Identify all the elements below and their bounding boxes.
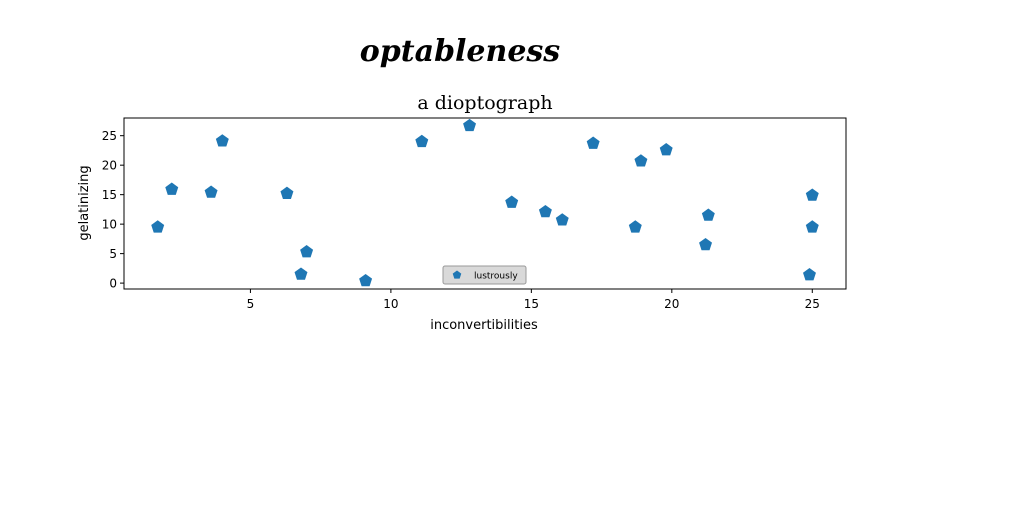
data-point <box>280 186 294 199</box>
data-point <box>359 273 373 287</box>
data-points <box>151 118 819 287</box>
y-axis: 0 5 10 15 20 25 <box>102 129 124 291</box>
data-point <box>803 268 816 281</box>
data-point <box>538 204 552 218</box>
data-point <box>555 213 569 226</box>
data-point <box>294 267 308 280</box>
y-tick-label: 10 <box>102 218 117 232</box>
chart-suptitle: optableness <box>360 34 561 69</box>
legend-marker-icon <box>452 270 462 279</box>
data-point <box>701 208 715 221</box>
data-point <box>805 220 819 233</box>
data-point <box>165 182 179 195</box>
data-point <box>300 245 314 258</box>
data-point <box>659 143 673 156</box>
x-tick-label: 20 <box>664 297 679 311</box>
y-tick-label: 25 <box>102 129 117 143</box>
data-point <box>505 195 519 208</box>
y-tick-label: 5 <box>109 247 117 261</box>
y-tick-label: 0 <box>109 277 117 291</box>
x-axis-label: inconvertibilities <box>430 318 538 333</box>
data-point <box>151 220 165 233</box>
legend-label: lustrously <box>474 272 518 282</box>
data-point <box>805 188 819 201</box>
y-tick-label: 15 <box>102 188 117 202</box>
plot-area-frame <box>123 117 847 290</box>
x-tick-label: 25 <box>805 297 820 311</box>
x-axis: 5 10 15 20 25 <box>247 289 820 311</box>
data-point <box>415 134 429 148</box>
x-tick-label: 15 <box>524 297 539 311</box>
data-point <box>634 154 648 167</box>
y-tick-label: 20 <box>102 159 117 173</box>
data-point <box>215 134 229 147</box>
data-point <box>204 185 218 198</box>
data-point <box>628 220 642 233</box>
legend: lustrously <box>442 265 527 285</box>
data-point <box>699 237 712 251</box>
legend-box <box>442 265 527 285</box>
chart-title: a dioptograph <box>417 92 552 114</box>
data-point <box>463 118 477 132</box>
data-point <box>586 136 600 149</box>
y-axis-label: gelatinizing <box>77 165 92 240</box>
x-tick-label: 5 <box>247 297 255 311</box>
x-tick-label: 10 <box>383 297 398 311</box>
